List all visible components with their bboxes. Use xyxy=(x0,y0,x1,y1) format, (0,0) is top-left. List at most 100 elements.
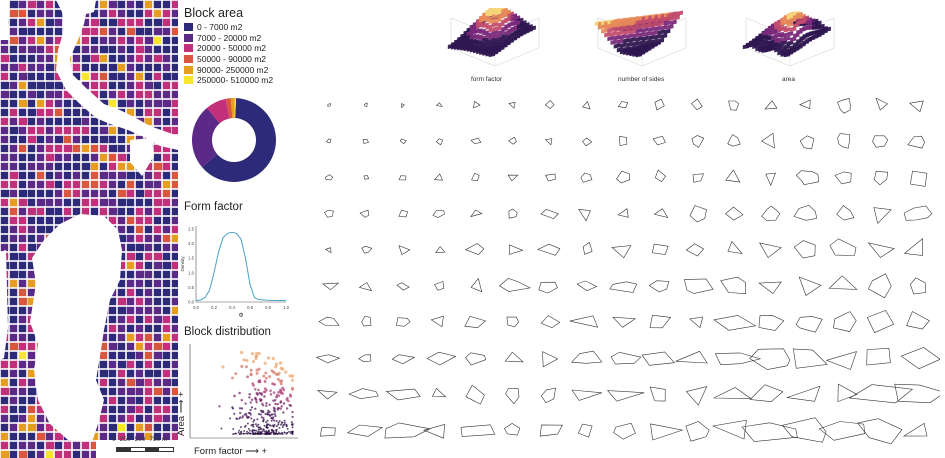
scatter-point xyxy=(250,406,254,409)
block-distribution-title: Block distribution xyxy=(184,326,271,338)
donut-slice xyxy=(225,98,233,119)
scatter-point xyxy=(263,361,267,365)
block-shape xyxy=(909,277,927,295)
scatter-point xyxy=(283,431,286,434)
scatter-point xyxy=(257,413,261,416)
surface-patch xyxy=(619,25,627,32)
scatter-point xyxy=(284,370,288,374)
block-shape xyxy=(825,351,857,370)
block-shape xyxy=(795,170,820,186)
surface-patch xyxy=(638,23,646,29)
block-shape xyxy=(570,350,603,364)
scatter-point xyxy=(249,372,253,376)
block-shape xyxy=(361,315,372,327)
surface-patch xyxy=(660,24,668,31)
scatter-point xyxy=(262,374,266,378)
scatter-point xyxy=(273,424,276,427)
surface-patch xyxy=(663,28,671,35)
scatter-point xyxy=(273,419,276,422)
scatter-point xyxy=(276,402,279,406)
scatter-point xyxy=(242,358,246,362)
block-shape xyxy=(793,240,816,259)
block-shape xyxy=(470,277,483,293)
scatter-point xyxy=(281,426,284,428)
scatter-point xyxy=(283,419,286,422)
scatter-point xyxy=(233,433,236,435)
scatter-point xyxy=(259,426,262,429)
scatter-point xyxy=(220,427,223,430)
block-shape xyxy=(799,135,815,150)
block-shape xyxy=(872,135,889,148)
surface-patch xyxy=(604,23,611,30)
legend-label: 50000 - 90000 m2 xyxy=(197,54,266,65)
scatter-point xyxy=(270,417,273,420)
block-shape xyxy=(540,387,556,404)
block-shape xyxy=(758,281,782,294)
block-shape xyxy=(900,347,940,370)
x-tick-label: 0.4 xyxy=(229,305,235,310)
scatter-point xyxy=(267,432,270,435)
form-factor-title: Form factor xyxy=(184,201,243,213)
legend-swatch xyxy=(184,23,193,32)
scatter-point xyxy=(269,389,272,393)
scatter-point xyxy=(243,430,246,432)
block-shape xyxy=(325,138,332,144)
scatter-point xyxy=(262,418,265,421)
block-shape xyxy=(582,241,593,255)
surface-patch xyxy=(641,27,649,33)
block-shape xyxy=(465,384,485,405)
scatter-point xyxy=(263,395,266,398)
scatter-point xyxy=(238,391,241,395)
block-shape xyxy=(894,383,940,404)
scatter-point xyxy=(290,378,295,382)
x-tick-label: 0.8 xyxy=(265,305,271,310)
scatter-point xyxy=(271,429,274,432)
scatter-point xyxy=(218,405,221,408)
block-shape xyxy=(346,424,384,437)
scatter-point xyxy=(282,402,286,405)
block-shape xyxy=(613,422,636,440)
scatter-point xyxy=(265,388,268,392)
scatter-point xyxy=(278,361,283,365)
surface-patch xyxy=(657,29,665,35)
block-distribution-scatter: Form factor ⟶ + Area ⟶ + xyxy=(176,344,298,457)
block-shape xyxy=(505,388,520,405)
scatter-point xyxy=(221,365,225,369)
scatter-point xyxy=(257,423,260,426)
scatter-point xyxy=(262,416,265,420)
scatter-point xyxy=(285,424,288,427)
surface-patch xyxy=(651,30,658,36)
scatter-point xyxy=(268,430,270,433)
scatter-point xyxy=(260,432,263,435)
scatter-point xyxy=(245,359,249,363)
block-shape xyxy=(540,315,561,329)
block-shape xyxy=(426,351,457,366)
scatter-point xyxy=(279,407,282,410)
scatter-point xyxy=(289,394,293,398)
surface-patch xyxy=(651,21,658,28)
scatter-point xyxy=(272,416,275,419)
surface-patch xyxy=(629,20,636,26)
block-shape xyxy=(508,208,518,219)
block-shape xyxy=(727,134,741,147)
block-shape xyxy=(683,278,714,294)
scatter-point xyxy=(266,413,269,416)
block-shape xyxy=(675,350,708,364)
donut-slice xyxy=(234,98,237,119)
block-shape xyxy=(713,315,757,331)
block-shape xyxy=(571,389,602,401)
scatter-point xyxy=(257,380,261,384)
scatter-point xyxy=(278,432,281,435)
surface-patch xyxy=(635,28,643,34)
scatter-point xyxy=(281,431,283,434)
scatter-point xyxy=(261,430,264,433)
scatter-point xyxy=(263,424,266,427)
surface-patch xyxy=(676,10,683,16)
legend-item: 20000 - 50000 m2 xyxy=(184,43,273,54)
legend-label: 20000 - 50000 m2 xyxy=(197,43,266,54)
scatter-point xyxy=(249,368,253,372)
block-shape xyxy=(612,316,636,328)
scatter-point xyxy=(265,430,268,433)
y-axis-label: Density xyxy=(180,256,185,272)
scale-label-1: 250 xyxy=(119,436,131,443)
